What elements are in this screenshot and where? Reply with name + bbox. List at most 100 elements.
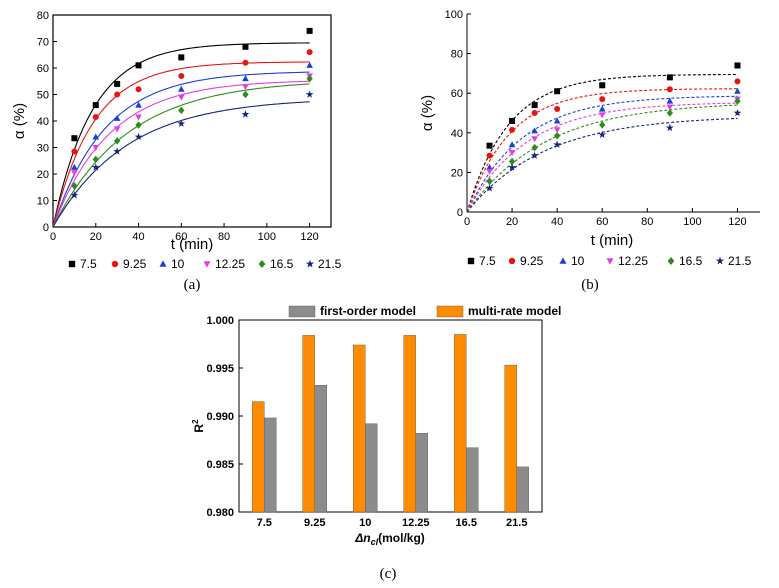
data-point-12.25 — [242, 84, 249, 90]
data-point-16.5 — [531, 143, 538, 152]
data-point-21.5 — [134, 132, 143, 141]
legend-label: multi-rate model — [468, 304, 561, 318]
legend-swatch-first-order — [288, 305, 316, 318]
data-point-16.5 — [306, 74, 313, 83]
data-point-12.25 — [178, 94, 185, 101]
data-point-7.5 — [306, 27, 313, 34]
data-point-21.5 — [177, 119, 186, 127]
data-point-9.25 — [135, 86, 142, 93]
fit-curve-16.5 — [466, 104, 738, 213]
panel-a-y-axis-label: α (%) — [11, 103, 28, 139]
data-point-16.5 — [178, 106, 185, 115]
data-point-7.5 — [242, 43, 249, 50]
x-tick-label: 7.5 — [257, 517, 272, 529]
data-point-9.25 — [242, 59, 249, 66]
y-tick-label: 0.985 — [206, 459, 234, 471]
fit-curve-7.5 — [52, 42, 310, 228]
legend-marker-16.5 — [258, 260, 266, 268]
legend-marker-21.5 — [715, 256, 725, 265]
data-point-12.25 — [135, 114, 142, 121]
data-point-9.25 — [306, 49, 313, 56]
y-tick-label: 0.995 — [206, 363, 234, 375]
y-tick-label: 0.990 — [206, 411, 234, 423]
fit-curve-12.25 — [466, 102, 738, 213]
data-point-9.25 — [114, 91, 121, 98]
legend-label: 9.25 — [520, 254, 544, 268]
bar-multi-rate-16.5 — [454, 334, 467, 513]
x-tick-label: 10 — [359, 517, 371, 529]
data-point-16.5 — [734, 97, 741, 105]
panel-c: 0.980 0.985 0.990 0.995 1.000 7.5 9.25 10 12.25 1… — [191, 304, 561, 582]
legend-label: 7.5 — [479, 254, 496, 268]
bar-multi-rate-7.5 — [252, 401, 265, 513]
data-point-9.25 — [178, 72, 185, 79]
legend-label: 16.5 — [270, 257, 294, 271]
data-point-7.5 — [71, 135, 78, 142]
y-tick-label: 40 — [37, 116, 49, 128]
data-point-10 — [242, 75, 249, 82]
data-point-7.5 — [531, 102, 538, 109]
data-point-12.25 — [71, 170, 78, 177]
legend-label: 10 — [571, 254, 585, 268]
x-tick-label: 80 — [218, 231, 230, 243]
data-point-16.5 — [666, 109, 673, 117]
panel-c-x-axis-label: Δncl(mol/kg) — [354, 531, 425, 547]
data-point-21.5 — [305, 90, 314, 98]
panel-a-legend: 7.5 9.25 10 12.25 16.5 21.5 — [68, 257, 342, 271]
panel-c-caption: (c) — [380, 566, 397, 582]
y-tick-label: 0 — [457, 207, 463, 219]
y-tick-label: 60 — [37, 63, 49, 75]
y-tick-label: 30 — [37, 143, 49, 155]
y-tick-label: 50 — [37, 90, 49, 102]
data-point-16.5 — [599, 121, 606, 129]
bar-first-order-16.5 — [466, 447, 479, 513]
data-point-7.5 — [666, 74, 673, 81]
data-point-9.25 — [92, 114, 99, 121]
y-tick-label: 100 — [445, 9, 463, 21]
legend-swatch-multi-rate — [436, 305, 464, 318]
data-point-12.25 — [113, 126, 121, 133]
x-tick-label: 9.25 — [304, 517, 325, 529]
data-point-7.5 — [599, 82, 606, 89]
data-point-9.25 — [734, 78, 741, 85]
data-point-7.5 — [509, 117, 516, 124]
data-point-21.5 — [598, 130, 607, 139]
data-point-10 — [306, 61, 313, 68]
data-point-12.25 — [486, 168, 493, 175]
fit-curve-16.5 — [52, 83, 310, 228]
panel-b: 0 20 40 60 80 100 120 0 20 40 60 80 100 t (min) α (%… — [419, 9, 760, 293]
data-point-21.5 — [665, 123, 674, 132]
x-tick-label: 120 — [728, 216, 746, 228]
legend-label: 9.25 — [123, 257, 147, 271]
panel-a: 0 20 40 60 80 100 120 0 10 20 30 40 50 60 70 80 t (min)… — [11, 10, 342, 293]
data-point-10 — [113, 114, 121, 121]
bar-first-order-7.5 — [264, 417, 277, 513]
bar-multi-rate-21.5 — [504, 364, 517, 513]
data-point-16.5 — [71, 182, 78, 190]
data-point-16.5 — [508, 157, 516, 166]
data-point-9.25 — [531, 110, 538, 116]
legend-label: 10 — [171, 257, 185, 271]
legend-marker-10 — [159, 260, 167, 267]
y-tick-label: 0 — [43, 222, 49, 234]
x-tick-label: 20 — [506, 216, 518, 228]
legend-label: 16.5 — [679, 254, 703, 268]
fit-curve-12.25 — [52, 80, 310, 228]
data-point-21.5 — [530, 151, 539, 159]
fit-curve-9.25 — [466, 88, 738, 213]
x-tick-label: 60 — [596, 216, 608, 228]
data-point-10 — [598, 105, 606, 112]
y-tick-label: 60 — [451, 88, 463, 100]
panel-c-legend: first-order model multi-rate model — [288, 304, 561, 318]
data-point-12.25 — [666, 104, 674, 111]
bar-multi-rate-10 — [353, 344, 366, 513]
legend-marker-12.25 — [203, 261, 211, 268]
data-point-7.5 — [554, 88, 561, 95]
data-point-10 — [666, 97, 674, 104]
panel-b-caption: (b) — [581, 277, 599, 293]
x-tick-label: 16.5 — [456, 517, 477, 529]
y-tick-label: 0.980 — [206, 507, 234, 519]
data-point-7.5 — [486, 142, 493, 149]
data-point-16.5 — [92, 155, 99, 164]
fit-curve-7.5 — [466, 73, 738, 213]
